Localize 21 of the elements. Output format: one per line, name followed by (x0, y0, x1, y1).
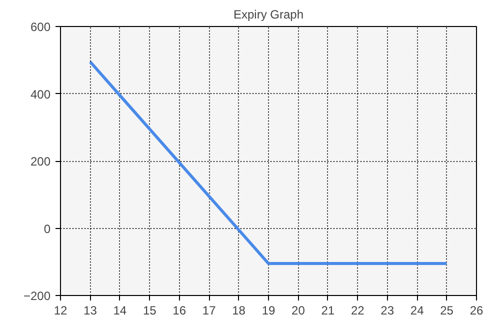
y-tick-label: −200 (23, 289, 51, 303)
x-tick-label: 23 (380, 304, 394, 318)
x-tick-label: 19 (262, 304, 276, 318)
x-tick-label: 22 (350, 304, 365, 318)
x-tick-label: 26 (470, 304, 484, 318)
x-tick-label: 21 (321, 304, 335, 318)
y-tick-label: 600 (30, 20, 51, 34)
x-tick-label: 20 (292, 304, 306, 318)
x-tick-label: 25 (440, 304, 454, 318)
x-tick-label: 17 (202, 304, 216, 318)
x-tick-label: 14 (113, 304, 127, 318)
x-tick-label: 12 (54, 304, 68, 318)
x-tick-label: 16 (172, 304, 186, 318)
y-tick-label: 0 (44, 222, 51, 236)
y-tick-label: 400 (30, 87, 51, 102)
x-tick-label: 18 (232, 304, 246, 318)
chart-title: Expiry Graph (233, 8, 304, 22)
x-tick-label: 24 (410, 304, 424, 318)
x-tick-label: 13 (84, 304, 98, 318)
y-tick-label: 200 (30, 154, 51, 168)
x-tick-label: 15 (142, 304, 157, 318)
